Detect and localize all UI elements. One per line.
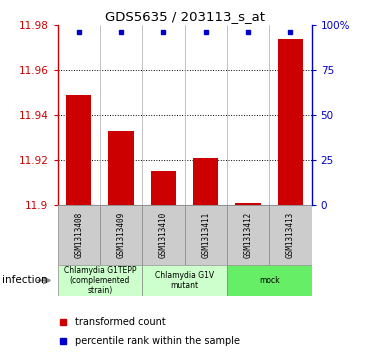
Text: Chlamydia G1V
mutant: Chlamydia G1V mutant <box>155 271 214 290</box>
Bar <box>100 205 142 265</box>
Text: GSM1313412: GSM1313412 <box>244 212 253 258</box>
Bar <box>185 205 227 265</box>
Title: GDS5635 / 203113_s_at: GDS5635 / 203113_s_at <box>105 10 265 23</box>
Bar <box>269 205 312 265</box>
Text: Chlamydia G1TEPP
(complemented
strain): Chlamydia G1TEPP (complemented strain) <box>63 265 136 295</box>
Text: GSM1313408: GSM1313408 <box>74 212 83 258</box>
Text: GSM1313411: GSM1313411 <box>201 212 210 258</box>
Text: GSM1313410: GSM1313410 <box>159 212 168 258</box>
Bar <box>193 158 219 205</box>
Bar <box>236 203 261 205</box>
Text: GSM1313409: GSM1313409 <box>116 212 125 258</box>
Text: mock: mock <box>259 276 280 285</box>
Bar <box>108 131 134 205</box>
Bar <box>227 205 269 265</box>
Bar <box>66 95 91 205</box>
Bar <box>58 205 100 265</box>
Bar <box>142 265 227 296</box>
Text: percentile rank within the sample: percentile rank within the sample <box>75 337 240 346</box>
Bar <box>227 265 312 296</box>
Text: infection: infection <box>2 276 47 285</box>
Bar <box>151 171 176 205</box>
Bar <box>142 205 185 265</box>
Text: transformed count: transformed count <box>75 317 166 327</box>
Bar <box>278 39 303 205</box>
Bar <box>58 265 142 296</box>
Text: GSM1313413: GSM1313413 <box>286 212 295 258</box>
